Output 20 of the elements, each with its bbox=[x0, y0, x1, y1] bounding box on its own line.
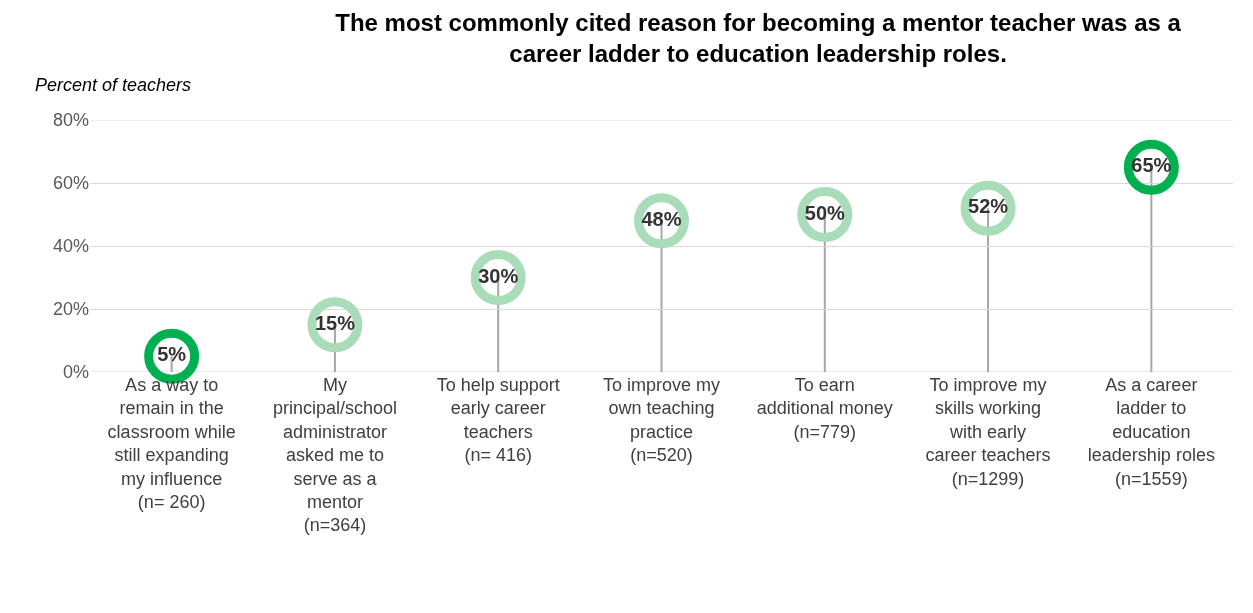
data-label: 48% bbox=[641, 207, 682, 230]
x-tick-label: To help support early career teachers (n= 416) bbox=[436, 375, 560, 466]
data-label: 50% bbox=[804, 201, 846, 224]
x-tick-label: My principal/school administrator asked me to serve as a mentor (n=364) bbox=[272, 375, 397, 536]
data-label: 52% bbox=[968, 195, 1009, 218]
x-tick-label: To earn additional money (n=779) bbox=[756, 375, 893, 442]
y-tick-label: 20% bbox=[52, 299, 89, 320]
data-label: 15% bbox=[314, 311, 356, 334]
y-tick-label: 80% bbox=[52, 110, 89, 131]
data-label: 30% bbox=[478, 264, 519, 287]
chart-title: The most commonly cited reason for becoming a mentor teacher was as a career ladder to education leadership roles. bbox=[335, 8, 1182, 67]
y-tick-label: 60% bbox=[52, 173, 89, 194]
x-tick-label: To improve my skills working with early career teachers (n=1299) bbox=[925, 375, 1051, 489]
y-tick-label: 40% bbox=[52, 236, 89, 257]
y-axis-title: Percent of teachers bbox=[35, 75, 192, 95]
x-tick-label: To improve my own teaching practice (n=520) bbox=[602, 375, 721, 466]
data-label: 5% bbox=[157, 343, 187, 366]
y-tick-label: 0% bbox=[62, 362, 89, 383]
x-tick-label: As a career ladder to education leadership roles (n=1559) bbox=[1087, 375, 1215, 489]
x-tick-label: As a way to remain in the classroom while still expanding my influence (n= 260) bbox=[107, 375, 236, 512]
